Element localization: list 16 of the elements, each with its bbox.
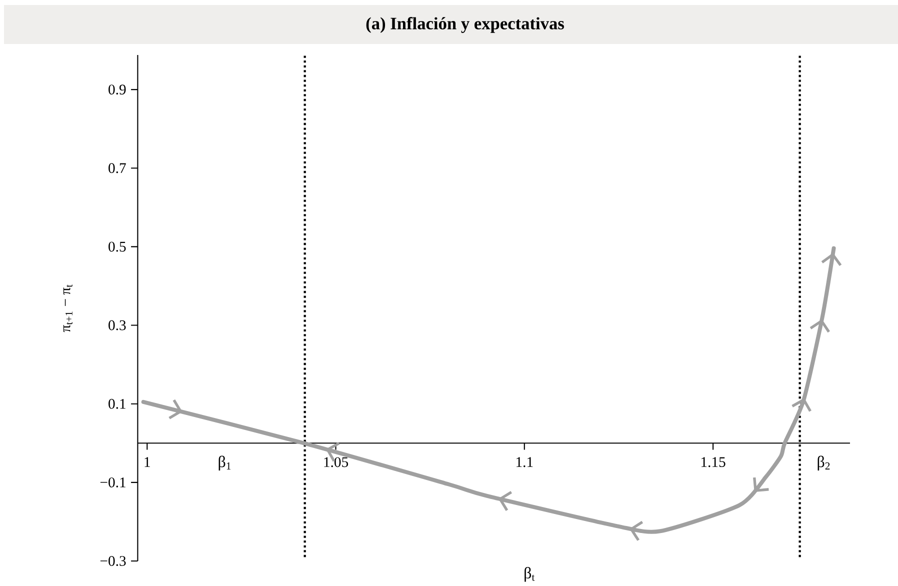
y-tick-label: 0.9 bbox=[108, 84, 126, 94]
y-tick-label: 0.1 bbox=[108, 398, 126, 409]
x-tick-label: 1.15 bbox=[702, 457, 726, 467]
chart-title: (a) Inflación y expectativas bbox=[366, 16, 564, 33]
x-tick-label: 1.1 bbox=[516, 457, 533, 467]
annotation: β$_{2}$ bbox=[818, 456, 830, 470]
y-axis-title: π$_{t+1}$ − π$_{t}$ bbox=[63, 284, 72, 332]
x-axis-title: β$_{t}$ bbox=[524, 566, 535, 582]
x-tick-label: 1 bbox=[144, 457, 150, 467]
y-tick-label: 0.5 bbox=[108, 242, 126, 252]
y-tick-label: −0.3 bbox=[100, 556, 126, 566]
annotation: β$_{1}$ bbox=[218, 456, 231, 470]
x-tick-label: 1.05 bbox=[324, 457, 348, 468]
y-tick-label: 0.3 bbox=[108, 320, 126, 330]
y-tick-label: 0.7 bbox=[108, 163, 126, 174]
y-tick-label: −0.1 bbox=[100, 477, 126, 488]
